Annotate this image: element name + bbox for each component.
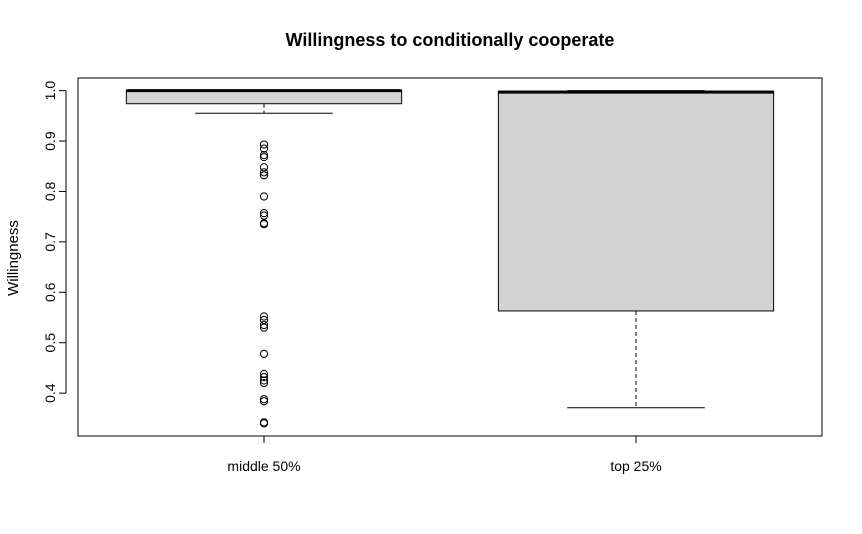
outlier-point xyxy=(259,369,269,379)
outlier-point xyxy=(259,209,269,218)
iqr-box xyxy=(497,90,775,312)
y-tick-label: 1.0 xyxy=(42,81,58,101)
x-tick-label: top 25% xyxy=(610,458,661,474)
outlier-point xyxy=(259,144,269,153)
box-series xyxy=(125,89,775,428)
outlier-point xyxy=(259,376,269,385)
outlier-point xyxy=(259,192,269,201)
outlier-point xyxy=(259,397,269,406)
outlier-point xyxy=(259,320,269,330)
outlier-point xyxy=(259,419,269,428)
outlier-point xyxy=(259,312,269,321)
outlier-point xyxy=(259,168,269,177)
y-tick-label: 0.6 xyxy=(42,282,58,302)
outlier-point xyxy=(259,395,269,404)
x-axis: middle 50% top 25% xyxy=(227,436,662,474)
box-group xyxy=(125,89,403,428)
outlier-point xyxy=(259,349,269,358)
outlier-point xyxy=(259,151,269,160)
y-tick-label: 0.4 xyxy=(42,383,58,403)
outlier-point xyxy=(259,323,269,332)
y-axis: 0.4 0.5 0.6 0.7 0.8 0.9 1.0 xyxy=(42,81,67,403)
outlier-point xyxy=(259,140,269,149)
y-tick-label: 0.5 xyxy=(42,333,58,353)
y-tick-label: 0.7 xyxy=(42,232,58,252)
outlier-point xyxy=(259,153,269,162)
box-group xyxy=(497,90,775,409)
plot-frame xyxy=(77,77,823,437)
y-tick-label: 0.9 xyxy=(42,131,58,151)
outlier-point xyxy=(259,163,269,172)
chart-title: Willingness to conditionally cooperate xyxy=(286,30,615,50)
outlier-point xyxy=(259,372,269,382)
outlier-point xyxy=(259,171,269,180)
outlier-point xyxy=(259,220,269,229)
y-tick-label: 0.8 xyxy=(42,182,58,202)
iqr-box xyxy=(125,90,403,105)
x-tick-label: middle 50% xyxy=(227,458,300,474)
outlier-point xyxy=(259,378,269,388)
y-axis-label: Willingness xyxy=(5,220,22,296)
